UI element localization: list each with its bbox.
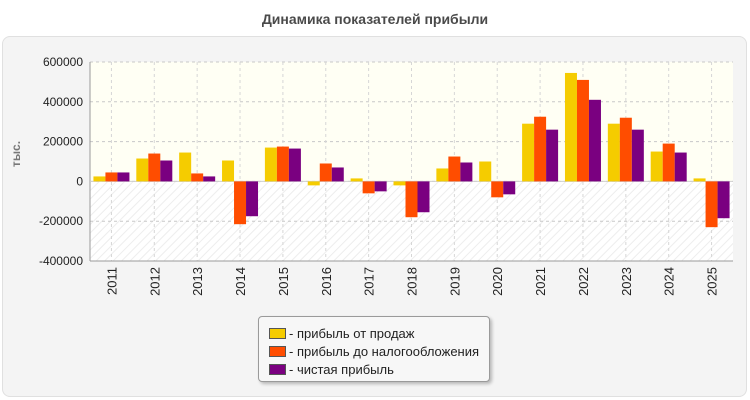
x-tick-label: 2016 xyxy=(319,267,334,296)
bar xyxy=(331,167,344,182)
bar xyxy=(234,181,247,225)
bar xyxy=(362,181,375,194)
bar xyxy=(222,160,235,182)
legend-item: - чистая прибыль xyxy=(259,360,489,378)
bar xyxy=(460,162,473,182)
bar xyxy=(650,151,663,182)
bar xyxy=(491,181,504,198)
bar xyxy=(576,79,589,182)
bar xyxy=(693,178,706,182)
bar xyxy=(288,148,301,182)
bar xyxy=(319,163,332,182)
bar xyxy=(479,161,492,182)
bar xyxy=(93,176,106,182)
bar xyxy=(203,176,216,182)
legend-label: - прибыль до налогообложения xyxy=(289,343,480,359)
legend-swatch xyxy=(269,345,286,357)
x-tick-label: 2012 xyxy=(147,267,162,296)
y-axis-label: тыс. xyxy=(9,141,23,167)
bar xyxy=(307,181,320,186)
legend-swatch xyxy=(269,327,286,339)
legend-label: - прибыль от продаж xyxy=(289,325,415,341)
x-tick-label: 2024 xyxy=(662,267,677,296)
bar xyxy=(705,181,718,228)
x-tick-label: 2017 xyxy=(362,267,377,296)
x-tick-label: 2014 xyxy=(233,267,248,296)
x-tick-label: 2018 xyxy=(405,267,420,296)
y-tick-label: -400000 xyxy=(39,254,83,268)
y-tick-label: 200000 xyxy=(43,135,83,149)
x-tick-label: 2020 xyxy=(490,267,505,296)
bar xyxy=(179,152,192,182)
x-tick-label: 2013 xyxy=(190,267,205,296)
x-tick-label: 2025 xyxy=(705,267,720,296)
bar xyxy=(631,129,644,182)
bar xyxy=(564,72,577,182)
bar xyxy=(405,181,418,218)
bar xyxy=(148,153,161,182)
bar xyxy=(503,181,516,195)
bar xyxy=(607,123,620,182)
chart-legend: - прибыль от продаж - прибыль до налогоо… xyxy=(258,316,490,382)
x-tick-label: 2015 xyxy=(276,267,291,296)
bar xyxy=(522,123,535,182)
bar xyxy=(136,158,149,182)
bar xyxy=(534,116,547,182)
y-tick-label: 600000 xyxy=(43,55,83,69)
bar xyxy=(417,181,430,213)
x-tick-label: 2022 xyxy=(576,267,591,296)
chart-title: Динамика показателей прибыли xyxy=(261,11,489,27)
bar xyxy=(191,173,204,182)
y-tick-label: 0 xyxy=(76,174,83,188)
bar xyxy=(588,99,601,182)
bar xyxy=(276,146,289,182)
bar xyxy=(374,181,387,192)
bar xyxy=(448,156,461,182)
bar xyxy=(674,152,687,182)
x-tick-label: 2023 xyxy=(619,267,634,296)
bar xyxy=(117,172,130,182)
legend-item: - прибыль до налогообложения xyxy=(259,342,489,360)
bar xyxy=(619,117,632,182)
x-tick-label: 2021 xyxy=(533,267,548,296)
bar xyxy=(662,143,675,182)
y-tick-label: 400000 xyxy=(43,95,83,109)
legend-item: - прибыль от продаж xyxy=(259,324,489,342)
bar xyxy=(160,160,173,182)
legend-swatch xyxy=(269,363,286,375)
bar xyxy=(246,181,259,217)
x-tick-label: 2019 xyxy=(447,267,462,296)
legend-label: - чистая прибыль xyxy=(289,361,394,377)
bar xyxy=(350,178,363,182)
x-tick-label: 2011 xyxy=(104,267,119,295)
bar xyxy=(393,181,406,186)
y-tick-label: -200000 xyxy=(39,214,83,228)
bar xyxy=(436,168,449,182)
bar xyxy=(105,172,118,182)
bar xyxy=(546,129,559,182)
bar xyxy=(264,147,277,182)
bar xyxy=(717,181,730,219)
